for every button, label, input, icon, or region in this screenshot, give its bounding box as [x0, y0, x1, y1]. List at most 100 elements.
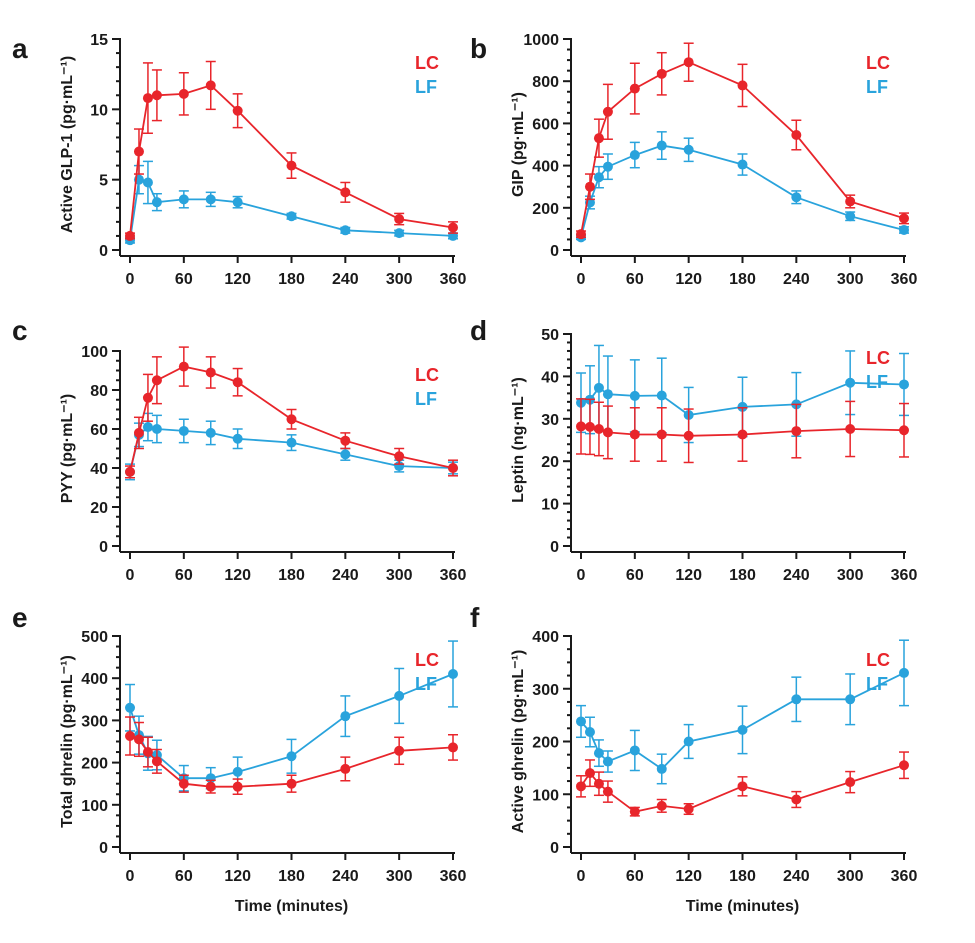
chart-panel-a: 0 5 10 15 0 60 120 180 240 300 360 Active GLP-1 (pg… — [59, 32, 466, 288]
y-tick-label-c: 40 — [90, 461, 108, 478]
y-tick-label-b: 1000 — [523, 32, 559, 49]
data-point-lc-e — [340, 763, 351, 774]
panel-letter-c: c — [12, 315, 28, 346]
data-point-lf-a — [232, 197, 243, 208]
data-point-lc-d — [629, 429, 640, 440]
data-point-lc-f — [629, 806, 640, 817]
data-point-lf-e — [394, 690, 405, 701]
data-point-lf-a — [340, 225, 351, 236]
x-tick-label-a: 0 — [126, 271, 135, 288]
data-point-lf-b — [683, 144, 694, 155]
y-tick-label-b: 0 — [550, 243, 559, 260]
y-tick-label-b: 800 — [532, 74, 559, 91]
data-point-lc-d — [899, 425, 909, 436]
data-point-lc-d — [602, 427, 613, 438]
data-point-lf-b — [602, 161, 613, 172]
y-tick-label-c: 60 — [90, 422, 108, 439]
x-tick-label-c: 0 — [126, 567, 135, 584]
y-tick-label-d: 50 — [541, 327, 559, 344]
data-point-lc-c — [205, 367, 216, 378]
data-point-lf-f — [656, 763, 667, 774]
data-point-lf-c — [142, 422, 153, 433]
data-point-lc-c — [394, 451, 405, 462]
chart-panel-f: 0 100 200 300 400 0 60 120 180 240 300 360 Active gh… — [510, 629, 917, 915]
data-point-lf-d — [656, 390, 667, 401]
x-tick-label-b: 180 — [729, 271, 756, 288]
y-tick-label-e: 100 — [81, 798, 108, 815]
x-tick-label-e: 240 — [332, 868, 359, 885]
y-tick-label-a: 15 — [90, 32, 108, 49]
legend-lc-f: LC — [866, 650, 890, 670]
x-tick-label-b: 240 — [783, 271, 810, 288]
data-point-lf-a — [286, 211, 297, 222]
data-point-lf-c — [286, 437, 297, 448]
panel-letter-d: d — [470, 315, 487, 346]
x-tick-label-d: 300 — [837, 567, 864, 584]
y-axis-title-f: Active ghrelin (pg·mL⁻¹) — [510, 650, 527, 834]
x-tick-label-e: 120 — [224, 868, 251, 885]
data-point-lc-c — [133, 427, 144, 438]
y-tick-label-d: 20 — [541, 454, 559, 471]
data-point-lf-e — [448, 668, 458, 679]
data-point-lc-a — [232, 105, 243, 116]
data-point-lf-e — [232, 766, 243, 777]
data-point-lc-a — [151, 90, 162, 101]
legend-lf-c: LF — [415, 389, 437, 409]
data-point-lc-e — [178, 778, 189, 789]
data-point-lf-e — [125, 702, 135, 713]
legend-lc-b: LC — [866, 53, 890, 73]
y-tick-label-c: 80 — [90, 383, 108, 400]
panel-letter-e: e — [12, 602, 28, 633]
data-point-lc-e — [232, 781, 243, 792]
data-point-lf-b — [899, 224, 909, 235]
data-point-lc-e — [286, 778, 297, 789]
data-point-lf-b — [593, 172, 604, 183]
y-tick-label-e: 500 — [81, 629, 108, 646]
data-point-lc-a — [125, 230, 135, 241]
data-point-lf-f — [629, 745, 640, 756]
data-point-lf-f — [683, 736, 694, 747]
data-point-lf-d — [629, 390, 640, 401]
data-point-lc-d — [593, 423, 604, 434]
data-point-lf-c — [151, 424, 162, 434]
x-tick-label-a: 60 — [175, 271, 193, 288]
legend-lc-d: LC — [866, 348, 890, 368]
y-tick-label-f: 0 — [550, 840, 559, 857]
x-tick-label-c: 360 — [440, 567, 467, 584]
x-tick-label-c: 180 — [278, 567, 305, 584]
x-tick-label-e: 60 — [175, 868, 193, 885]
data-point-lc-a — [340, 187, 351, 198]
data-point-lf-c — [205, 427, 216, 438]
x-tick-label-f: 180 — [729, 868, 756, 885]
x-tick-label-f: 120 — [675, 868, 702, 885]
y-axis-title-a: Active GLP-1 (pg·mL⁻¹) — [59, 56, 76, 233]
panel-letter-f: f — [470, 602, 480, 633]
data-point-lf-b — [629, 150, 640, 161]
data-point-lf-b — [791, 192, 802, 203]
data-point-lc-c — [142, 392, 153, 403]
data-point-lf-a — [178, 194, 189, 205]
legend-lf-f: LF — [866, 674, 888, 694]
x-tick-label-c: 120 — [224, 567, 251, 584]
data-point-lc-f — [791, 794, 802, 805]
x-tick-label-e: 360 — [440, 868, 467, 885]
x-tick-label-b: 0 — [577, 271, 586, 288]
chart-panel-e: 0 100 200 300 400 500 0 60 120 180 240 300 360 Total … — [59, 629, 466, 915]
data-point-lf-c — [232, 433, 243, 444]
x-tick-label-e: 0 — [126, 868, 135, 885]
y-tick-label-a: 10 — [90, 102, 108, 119]
data-point-lc-d — [584, 421, 595, 432]
data-point-lf-a — [151, 197, 162, 208]
data-point-lc-a — [286, 160, 297, 171]
data-point-lc-b — [576, 229, 586, 240]
y-tick-label-c: 0 — [99, 539, 108, 556]
data-point-lc-f — [593, 778, 604, 789]
data-point-lc-e — [205, 781, 216, 792]
legend-lf-e: LF — [415, 674, 437, 694]
data-point-lc-c — [286, 414, 297, 425]
data-point-lf-f — [576, 716, 586, 727]
data-point-lc-a — [205, 80, 216, 91]
data-point-lc-f — [584, 768, 595, 779]
data-point-lf-e — [286, 751, 297, 762]
data-point-lc-f — [845, 777, 856, 788]
